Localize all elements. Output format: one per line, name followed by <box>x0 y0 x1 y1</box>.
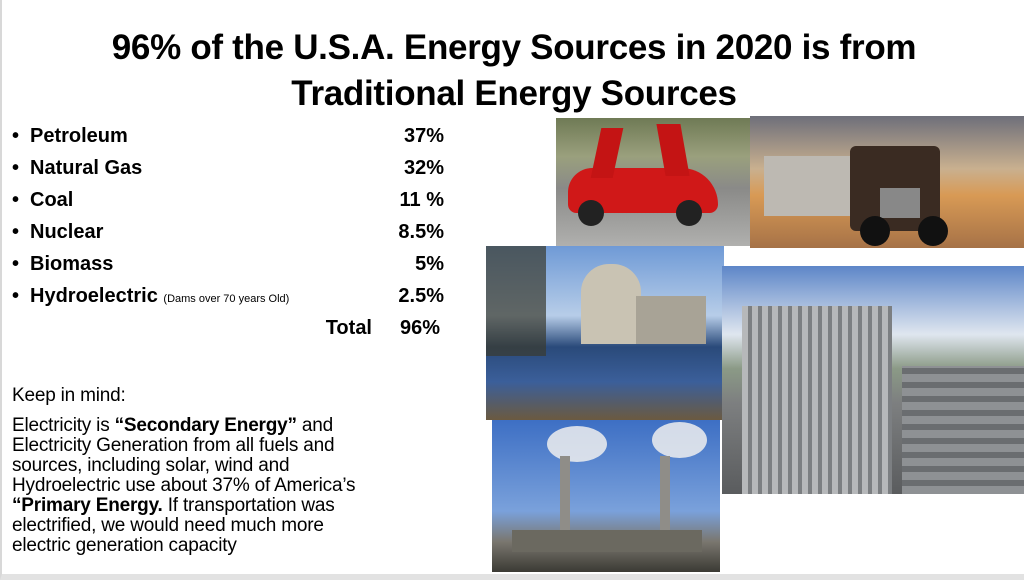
source-label: Coal <box>30 189 74 211</box>
source-label: Petroleum <box>30 125 128 147</box>
source-percent: 32% <box>403 157 444 179</box>
bullet: • <box>12 253 20 275</box>
red-sports-car-photo <box>556 118 750 246</box>
bullet: • <box>12 189 20 211</box>
slide-title-line1: 96% of the U.S.A. Energy Sources in 2020… <box>111 28 917 67</box>
source-row-petroleum: • Petroleum 37% <box>12 125 444 155</box>
source-percent: 37% <box>403 125 444 147</box>
source-row-nuclear: • Nuclear 8.5% <box>12 221 444 251</box>
note-line-6: electrified, we would need much more <box>12 515 324 536</box>
source-name: Hydroelectric (Dams over 70 years Old) <box>30 285 289 308</box>
source-percent: 8.5% <box>398 221 444 243</box>
coal-power-plant-photo <box>492 420 720 572</box>
source-note: (Dams over 70 years Old) <box>163 293 290 305</box>
bullet: • <box>12 157 20 179</box>
total-label: Total <box>325 317 372 339</box>
slide-title-line2: Traditional Energy Sources <box>291 74 737 113</box>
note-line-7: electric generation capacity <box>12 535 237 556</box>
note-line-4: Hydroelectric use about 37% of America’s <box>12 475 356 496</box>
bullet: • <box>12 285 20 307</box>
nuclear-plant-photo <box>486 246 724 420</box>
note-text: If transportation was <box>162 495 335 516</box>
note-line-5: “Primary Energy. If transportation was <box>12 496 335 516</box>
source-percent: 2.5% <box>398 285 444 307</box>
source-percent: 11 % <box>399 189 444 211</box>
source-label: Nuclear <box>30 221 104 243</box>
source-percent: 5% <box>415 253 444 275</box>
source-name: Natural Gas <box>30 157 142 180</box>
note-line-1: Electricity is “Secondary Energy” and <box>12 416 333 436</box>
note-text: Electricity is <box>12 415 115 436</box>
semi-truck-photo <box>750 116 1024 248</box>
note-text: and <box>296 415 334 436</box>
source-name: Nuclear <box>30 221 103 244</box>
source-row-biomass: • Biomass 5% <box>12 253 444 283</box>
note-emphasis: “Secondary Energy” <box>114 415 297 436</box>
source-row-hydroelectric: • Hydroelectric (Dams over 70 years Old)… <box>12 285 444 315</box>
note-line-2: Electricity Generation from all fuels an… <box>12 435 335 456</box>
total-percent: 96% <box>399 317 440 339</box>
total-row: Total 96% <box>12 317 444 347</box>
note-heading: Keep in mind: <box>12 385 126 406</box>
source-label: Hydroelectric <box>30 285 158 307</box>
note-line-3: sources, including solar, wind and <box>12 455 290 476</box>
source-name: Petroleum <box>30 125 128 148</box>
source-name: Biomass <box>30 253 113 276</box>
source-label: Natural Gas <box>30 157 143 179</box>
source-label: Biomass <box>30 253 114 275</box>
source-row-natural-gas: • Natural Gas 32% <box>12 157 444 187</box>
bullet: • <box>12 125 20 147</box>
refinery-photo <box>722 266 1024 494</box>
source-row-coal: • Coal 11 % <box>12 189 444 219</box>
source-name: Coal <box>30 189 73 212</box>
note-emphasis: “Primary Energy. <box>12 495 163 516</box>
bullet: • <box>12 221 20 243</box>
